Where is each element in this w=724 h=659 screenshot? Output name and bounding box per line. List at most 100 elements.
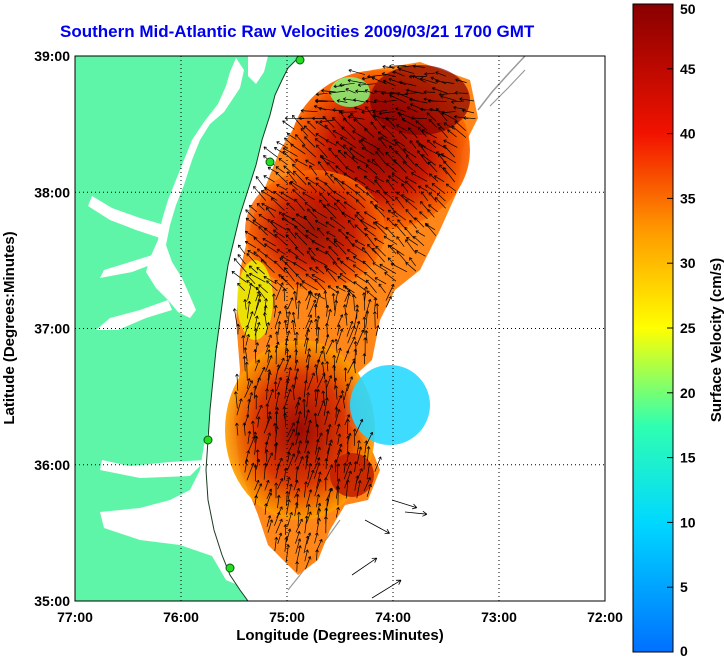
velocity-arrow [264,449,269,462]
velocity-arrow [307,354,312,371]
velocity-arrow [267,519,274,533]
velocity-arrow [354,106,365,112]
velocity-arrow [436,192,446,202]
velocity-arrow [346,249,358,257]
velocity-arrow [343,151,359,164]
velocity-arrow [295,420,300,437]
velocity-arrow [391,173,406,183]
velocity-arrow [324,334,330,347]
velocity-arrow [443,167,456,183]
velocity-arrow [316,471,322,489]
velocity-arrow [317,161,327,174]
velocity-arrow [327,285,338,293]
velocity-arrow [254,479,260,491]
velocity-arrow [423,90,436,94]
velocity-arrow [388,77,407,86]
velocity-arrow [325,339,334,355]
velocity-arrow [402,161,417,173]
delaware-bay [248,56,268,84]
velocity-arrow [364,519,390,534]
velocity-arrow [386,200,395,212]
velocity-arrow [335,395,343,408]
velocity-arrow [294,502,299,516]
velocity-arrow [294,450,301,463]
velocity-arrow [334,300,339,317]
velocity-arrow [356,211,365,220]
velocity-arrow [305,511,312,524]
velocity-arrow [440,95,457,101]
velocity-arrow [366,446,371,462]
velocity-arrow [405,199,418,210]
velocity-arrow [324,265,338,275]
velocity-arrow [266,280,278,292]
velocity-arrow [319,199,326,209]
velocity-arrow [454,90,468,95]
velocity-arrow [336,99,348,103]
velocity-arrow [243,414,250,427]
velocity-arrow [275,282,284,301]
velocity-arrow [341,181,357,193]
velocity-arrow [315,266,325,275]
velocity-arrow [401,194,415,203]
velocity-arrow [284,388,292,408]
velocity-arrow [362,260,377,275]
velocity-arrow [292,163,306,176]
velocity-arrow [305,556,312,570]
velocity-arrow [293,479,299,491]
velocity-arrow [435,71,447,77]
velocity-arrow [274,341,280,353]
velocity-arrow [265,403,270,419]
velocity-arrow [304,549,309,562]
velocity-arrow [317,227,325,237]
velocity-arrow [371,158,385,173]
velocity-arrow [373,99,385,103]
velocity-arrow [294,368,300,381]
velocity-arrow [287,297,294,310]
velocity-arrow [326,203,338,211]
velocity-arrow [307,463,312,480]
velocity-arrow [284,536,289,552]
velocity-arrow [354,177,366,185]
velocity-arrow [419,211,428,220]
velocity-arrow [395,196,405,209]
velocity-arrow [314,318,318,336]
velocity-arrow [424,222,437,236]
velocity-arrow [308,247,316,256]
velocity-arrow [254,394,259,410]
velocity-arrow [254,315,259,329]
velocity-arrow [351,156,369,166]
velocity-arrow [278,158,288,166]
velocity-arrow [335,506,340,518]
velocity-arrow [324,182,335,193]
velocity-arrow [395,141,409,156]
velocity-arrow [317,400,325,417]
velocity-arrow [441,111,457,121]
velocity-arrow [295,530,301,544]
velocity-arrow [295,432,301,446]
velocity-arrow [463,116,476,120]
velocity-arrow [334,385,338,400]
velocity-arrow [378,110,396,116]
velocity-arrow [335,347,342,364]
velocity-arrow [307,372,315,391]
velocity-arrow [263,186,275,194]
velocity-arrow [427,209,435,218]
velocity-arrow [245,217,258,227]
velocity-arrow [306,250,316,263]
velocity-arrow [315,439,320,455]
velocity-arrow [284,354,292,372]
velocity-arrow [237,244,246,255]
velocity-arrow [335,290,340,302]
velocity-arrow [254,377,261,392]
station-marker [265,157,275,167]
velocity-arrow [395,107,406,113]
velocity-arrow [275,391,281,410]
velocity-arrow [409,74,427,79]
velocity-arrow [346,435,350,454]
velocity-arrow [354,320,361,336]
velocity-arrow [406,88,425,95]
velocity-arrow [287,483,293,500]
velocity-arrow [353,461,358,472]
velocity-arrow [306,503,311,516]
velocity-arrow [428,118,437,128]
